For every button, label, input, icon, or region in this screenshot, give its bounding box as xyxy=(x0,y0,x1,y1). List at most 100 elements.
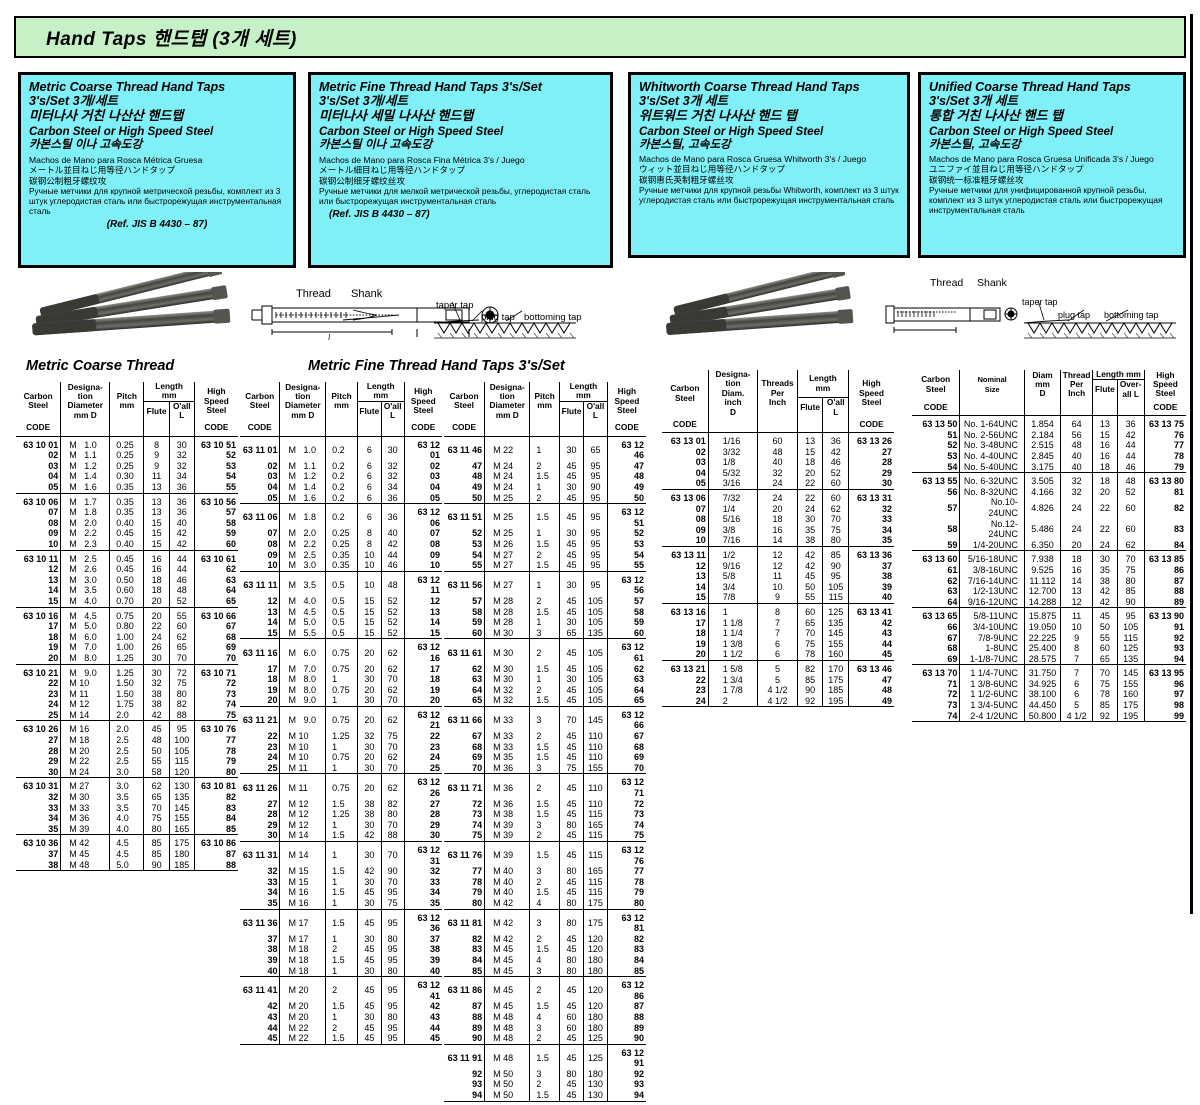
cell-code-cs: 63 13 65 xyxy=(912,611,961,622)
cell-code-hss: 62 xyxy=(633,663,644,674)
cell-tpi: 40 xyxy=(1060,451,1094,462)
table-row: 63 13 65 5/8-11UNC 15.875 11 45 95 63 13… xyxy=(912,611,1186,622)
cell-flute: 42 xyxy=(1092,596,1118,608)
cell-overall: 115 xyxy=(583,876,608,888)
cell-overall: 36 xyxy=(822,436,850,447)
cell-flute: 45 xyxy=(559,1090,585,1102)
cell-flute: 38 xyxy=(143,699,170,710)
reference-standard: (Ref. JIS B 4430 – 87) xyxy=(329,208,430,220)
table-row: 18 M 6.0 1.00 24 62 68 xyxy=(16,631,238,643)
cell-code-cs: 09 xyxy=(16,528,62,539)
cell-code-cs: 30 xyxy=(240,830,281,842)
table-row: 52 No. 3-48UNC 2.515 48 16 44 77 xyxy=(912,440,1186,451)
cell-pitch: 0.35 xyxy=(109,482,145,494)
cell-overall: 195 xyxy=(822,695,850,707)
th-overall: O'all L xyxy=(169,401,195,421)
th-code-cs: CODE xyxy=(240,420,281,437)
cell-code-hss: 44 xyxy=(429,1022,440,1033)
cell-overall: 135 xyxy=(1117,653,1145,665)
cell-code-hss: 87 xyxy=(225,849,236,859)
cell-code-cs: 63 13 11 xyxy=(662,549,709,561)
cell-code-hss: 48 xyxy=(881,685,892,696)
cell-overall: 70 xyxy=(381,674,405,685)
cell-code-cs: 67 xyxy=(912,632,961,644)
cell-overall: 52 xyxy=(381,617,405,628)
cell-pitch: 1 xyxy=(325,845,358,867)
cell-code-hss: 90 xyxy=(633,1033,644,1044)
cell-code-hss: 03 xyxy=(429,471,440,482)
cell-flute: 70 xyxy=(559,709,585,732)
table-row: 34 M 16 1.5 45 95 34 xyxy=(240,887,442,898)
cell-pitch: 1 xyxy=(325,876,358,888)
cell-flute: 30 xyxy=(559,439,585,461)
cell-code-hss: 28 xyxy=(429,809,440,820)
cell-overall: 115 xyxy=(169,756,195,767)
cell-tpi: 18 xyxy=(1060,554,1094,565)
cell-code-cs: 12 xyxy=(240,595,281,607)
label-taper-tap: taper tap xyxy=(436,300,474,311)
cell-code-cs: 63 11 26 xyxy=(240,777,281,799)
cell-overall: 70 xyxy=(381,876,405,888)
cell-diam: 9.525 xyxy=(1024,564,1062,576)
cell-pitch: 2 xyxy=(529,549,561,561)
cell-pitch: 0.5 xyxy=(325,627,358,639)
cell-code-hss: 13 xyxy=(429,606,440,617)
table-row: 23 M 10 1 30 70 23 xyxy=(240,741,442,753)
desc-jp: メートル細目ねじ用等径ハンドタップ xyxy=(319,165,466,176)
desc-cn: 碳钢公制粗牙螺纹攻 xyxy=(29,175,107,186)
cell-code-hss: 79 xyxy=(225,756,236,767)
cell-code-hss: 73 xyxy=(633,809,644,820)
cell-pitch: 1.5 xyxy=(325,1033,358,1045)
cell-code-hss: 86 xyxy=(1173,564,1184,575)
cell-overall: 145 xyxy=(169,802,195,814)
table-row: 32 M 30 3.5 65 135 82 xyxy=(16,792,238,803)
table-row: 17 M 5.0 0.80 22 60 67 xyxy=(16,621,238,632)
cell-nominal: No.12-24UNC xyxy=(959,518,1025,540)
cell-designation: M 28 xyxy=(484,595,531,607)
cell-pitch: 1.5 xyxy=(529,507,561,529)
table-row: 54 M 27 2 45 95 54 xyxy=(444,549,646,561)
table-row: 63 10 16 M 4.5 0.75 20 55 63 10 66 xyxy=(16,610,238,622)
table-row: 63 10 21 M 9.0 1.25 30 72 63 10 71 xyxy=(16,667,238,679)
table-row: 68 M 33 1.5 45 110 68 xyxy=(444,741,646,753)
cell-overall: 155 xyxy=(169,813,195,824)
th-flute: Flute xyxy=(143,401,170,421)
cell-pitch: 1.5 xyxy=(529,1090,561,1102)
th-carbon-steel: Carbon Steel xyxy=(16,382,62,421)
cell-code-cs: 45 xyxy=(240,1033,281,1045)
cell-overall: 40 xyxy=(169,517,195,529)
cell-code-hss: 27 xyxy=(429,798,440,809)
cell-code-cs: 77 xyxy=(444,866,486,877)
cell-code-hss: 58 xyxy=(225,517,236,528)
cell-flute: 18 xyxy=(797,457,824,468)
table-header-row-2: Flute Over-all L xyxy=(912,379,1186,400)
cell-code-hss: 32 xyxy=(881,503,892,514)
table-row: 18 1 1/4 7 70 145 43 xyxy=(662,628,894,639)
cell-overall: 62 xyxy=(822,503,850,515)
cell-flute: 45 xyxy=(559,876,585,888)
table-row: 63 10 01 M 1.0 0.25 8 30 63 10 51 xyxy=(16,439,238,451)
cell-designation: 1/2 xyxy=(708,549,759,561)
cell-tpi: 32 xyxy=(1060,476,1094,487)
table-row: 44 M 22 2 45 95 44 xyxy=(240,1022,442,1034)
cell-code-hss: 20 xyxy=(429,695,440,706)
table-row: 09 3/8 16 35 75 34 xyxy=(662,524,894,536)
cell-nominal: 1 1/2-6UNC xyxy=(959,689,1025,701)
cell-code-cs: 63 11 21 xyxy=(240,709,281,732)
cell-overall: 105 xyxy=(583,663,608,675)
product-title-set: 3's/Set 3개/세트 xyxy=(29,93,118,108)
cell-designation: M 1.6 xyxy=(60,482,111,494)
cell-pitch: 2 xyxy=(529,1033,561,1045)
cell-flute: 45 xyxy=(559,933,585,945)
cell-diam: 5.486 xyxy=(1024,518,1062,540)
table-row: 10 7/16 14 38 80 35 xyxy=(662,535,894,547)
cell-code-cs: 47 xyxy=(444,460,486,472)
cell-overall: 145 xyxy=(583,709,608,732)
cell-pitch: 0.75 xyxy=(325,663,358,675)
cell-code-cs: 04 xyxy=(662,467,709,479)
th-flute: Flute xyxy=(1092,379,1118,400)
cell-overall: 32 xyxy=(381,471,405,482)
cell-code-cs: 63 10 26 xyxy=(16,724,62,736)
table-row: 32 M 15 1.5 42 90 32 xyxy=(240,866,442,877)
cell-code-hss: 19 xyxy=(429,684,440,695)
